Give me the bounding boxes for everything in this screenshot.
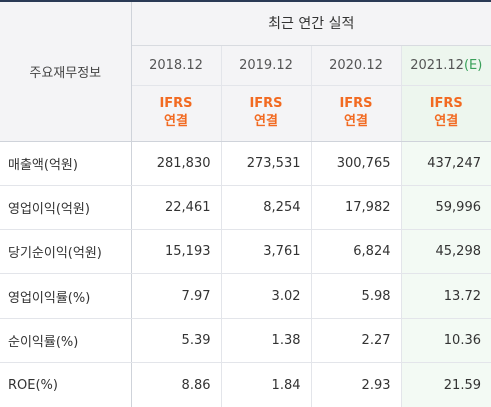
- accounting-standard-2021: IFRS 연결: [401, 85, 491, 142]
- row-label: 순이익률(%): [0, 318, 132, 364]
- row-label: 매출액(억원): [0, 141, 132, 186]
- table-cell: 273,531: [221, 141, 312, 186]
- table-cell: 10.36: [401, 318, 491, 364]
- table-row-net-margin: 순이익률(%) 5.39 1.38 2.27 10.36: [0, 318, 491, 364]
- row-label: 영업이익률(%): [0, 273, 132, 319]
- table-row-roe: ROE(%) 8.86 1.84 2.93 21.59: [0, 362, 491, 407]
- table-row-operating-profit: 영업이익(억원) 22,461 8,254 17,982 59,996: [0, 185, 491, 231]
- year-header-2020: 2020.12: [311, 45, 402, 86]
- table-cell: 5.39: [131, 318, 222, 364]
- table-cell: 2.27: [311, 318, 402, 364]
- table-cell: 1.84: [221, 362, 312, 407]
- table-cell: 22,461: [131, 185, 222, 231]
- table-cell: 300,765: [311, 141, 402, 186]
- table-label-header: 주요재무정보: [0, 1, 132, 142]
- table-cell: 3,761: [221, 229, 312, 275]
- table-cell: 7.97: [131, 273, 222, 319]
- table-cell: 13.72: [401, 273, 491, 319]
- year-header-2019: 2019.12: [221, 45, 312, 86]
- year-header-2018: 2018.12: [131, 45, 222, 86]
- accounting-standard-2019: IFRS 연결: [221, 85, 312, 142]
- accounting-standard-2018: IFRS 연결: [131, 85, 222, 142]
- table-cell: 3.02: [221, 273, 312, 319]
- accounting-standard-2020: IFRS 연결: [311, 85, 402, 142]
- table-row-revenue: 매출액(억원) 281,830 273,531 300,765 437,247: [0, 141, 491, 186]
- row-label: ROE(%): [0, 362, 132, 407]
- table-cell: 8.86: [131, 362, 222, 407]
- table-cell: 21.59: [401, 362, 491, 407]
- row-label: 영업이익(억원): [0, 185, 132, 231]
- table-cell: 281,830: [131, 141, 222, 186]
- table-row-net-income: 당기순이익(억원) 15,193 3,761 6,824 45,298: [0, 229, 491, 275]
- table-cell: 15,193: [131, 229, 222, 275]
- table-cell: 2.93: [311, 362, 402, 407]
- table-cell: 45,298: [401, 229, 491, 275]
- estimate-marker: (E): [463, 57, 483, 73]
- table-cell: 8,254: [221, 185, 312, 231]
- recent-annual-results-header: 최근 연간 실적: [131, 1, 491, 46]
- table-cell: 437,247: [401, 141, 491, 186]
- table-cell: 5.98: [311, 273, 402, 319]
- table-row-operating-margin: 영업이익률(%) 7.97 3.02 5.98 13.72: [0, 273, 491, 319]
- year-header-2021-estimate: 2021.12(E): [401, 45, 491, 86]
- table-cell: 1.38: [221, 318, 312, 364]
- row-label: 당기순이익(억원): [0, 229, 132, 275]
- table-cell: 59,996: [401, 185, 491, 231]
- table-cell: 17,982: [311, 185, 402, 231]
- table-cell: 6,824: [311, 229, 402, 275]
